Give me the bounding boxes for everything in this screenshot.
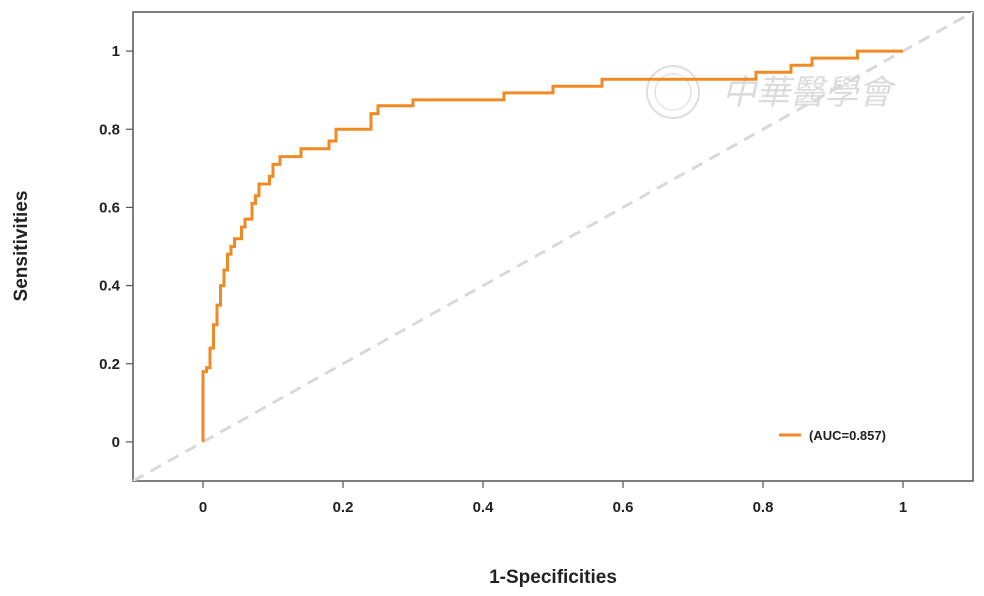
x-tick-label: 0.4 [473,499,495,516]
y-tick-label: 1 [112,43,120,60]
roc-curve-layer [201,49,903,442]
x-tick-label: 1 [899,499,907,516]
x-tick-label: 0.2 [333,499,354,516]
y-tick-label: 0 [112,434,120,451]
x-tick-label: 0.8 [753,499,774,516]
watermark: 中華醫學會 [646,65,897,119]
watermark-seal [646,65,700,119]
y-tick-label: 0.6 [99,199,120,216]
reference-line-layer [133,12,973,481]
roc-curve-series [201,49,903,442]
x-tick-label: 0 [199,499,207,516]
axis-ticks-layer: 0 0.2 0.4 0.6 0.8 1 0 0.2 0.4 0.6 0.8 1 [99,43,907,516]
y-tick-label: 0.4 [99,278,121,295]
watermark-seal-inner [654,73,692,111]
y-tick-label: 0.8 [99,121,120,138]
legend: (AUC=0.857) [779,428,886,443]
y-tick-label: 0.2 [99,356,120,373]
legend-label: (AUC=0.857) [809,428,886,443]
y-axis-title: Sensitivities [11,191,32,302]
x-axis-title: 1-Specificities [489,567,617,588]
reference-diagonal-line [133,12,973,481]
plot-frame [132,11,974,482]
x-tick-label: 0.6 [613,499,634,516]
